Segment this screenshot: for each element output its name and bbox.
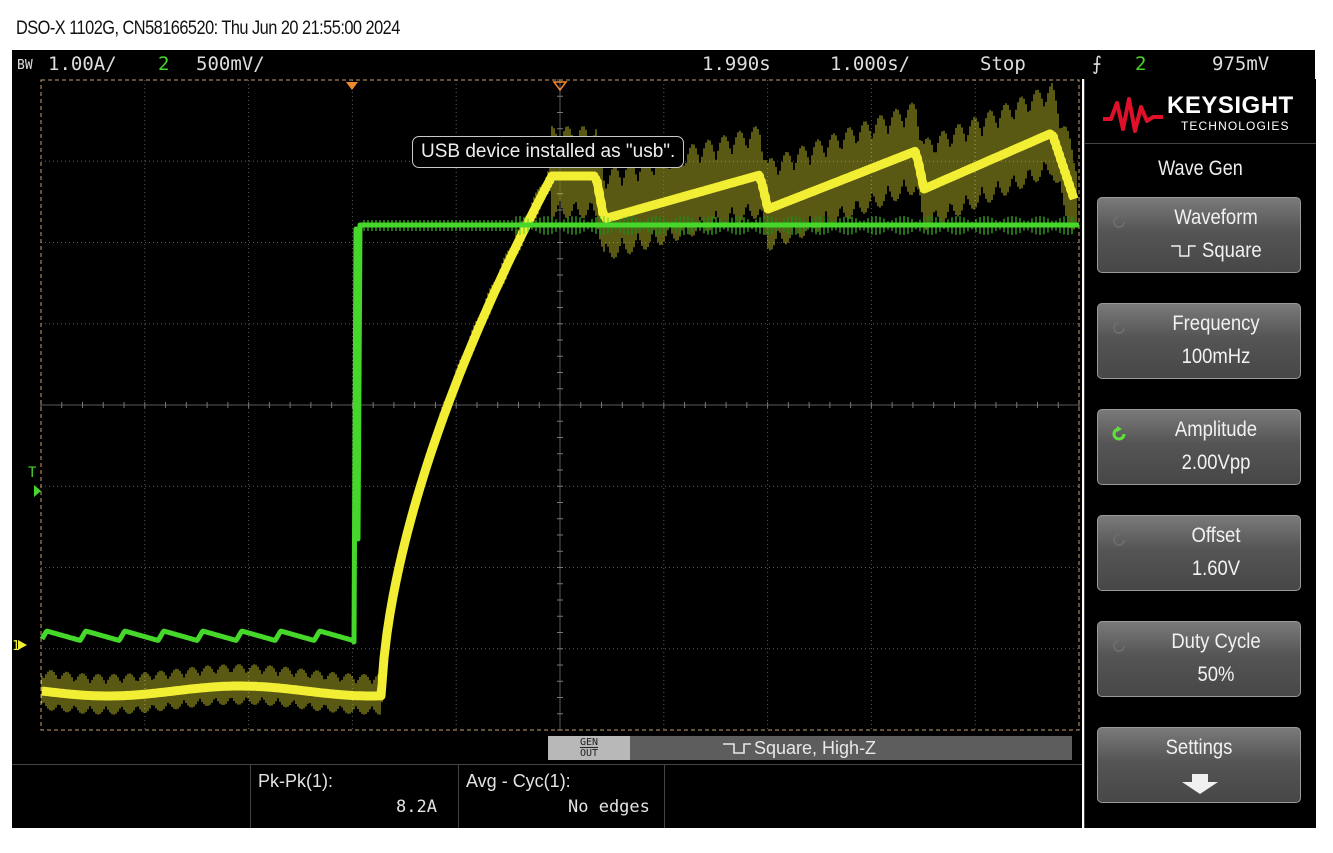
ch2-number[interactable]: 2 xyxy=(158,53,170,75)
waveform-display[interactable]: T 1 USB device installed as "usb". xyxy=(12,79,1082,734)
ch1-scale[interactable]: 1.00A/ xyxy=(48,53,117,75)
ch1-ground-marker xyxy=(18,640,27,650)
measurement-divider xyxy=(664,764,665,828)
softkey-label: Offset xyxy=(1191,524,1241,547)
gen-out-indicator: GEN OUT xyxy=(548,736,630,760)
gen-out-line1: GEN xyxy=(579,737,599,748)
entry-knob-icon xyxy=(1113,216,1125,228)
ch2-trace xyxy=(39,216,1079,645)
trigger-position-marker xyxy=(346,82,358,90)
time-delay[interactable]: 1.990s xyxy=(702,53,771,75)
status-bar: BW 1.00A/ 2 500mV/ 1.990s 1.000s/ Stop ⨍… xyxy=(12,50,1315,79)
wavegen-status-bar: Square, High-Z xyxy=(630,736,1072,760)
active-entry-knob-icon xyxy=(1112,426,1126,441)
softkey-amplitude[interactable]: Amplitude 2.00Vpp xyxy=(1097,409,1301,485)
keysight-wave-icon xyxy=(1103,97,1163,133)
keysight-logo: KEYSIGHT TECHNOLOGIES xyxy=(1097,89,1309,139)
trigger-level-label: T xyxy=(28,465,37,481)
square-wave-icon xyxy=(723,743,751,754)
run-state[interactable]: Stop xyxy=(980,53,1026,75)
softkey-value: 100mHz xyxy=(1181,345,1251,368)
softkey-settings[interactable]: Settings xyxy=(1097,727,1301,803)
softkey-frequency[interactable]: Frequency 100mHz xyxy=(1097,303,1301,379)
measurement-divider xyxy=(250,764,251,828)
time-reference-marker xyxy=(552,81,568,92)
softkey-waveform[interactable]: Waveform Square xyxy=(1097,197,1301,273)
softkey-label: Amplitude xyxy=(1174,418,1258,441)
waveform-graticule: T 1 xyxy=(12,79,1080,731)
trigger-level[interactable]: 975mV xyxy=(1212,53,1270,75)
ch1-ground-label: 1 xyxy=(12,639,20,654)
panel-separator xyxy=(1085,143,1316,144)
waveform-value: Square xyxy=(1202,239,1262,262)
entry-knob-icon xyxy=(1113,640,1125,652)
softkey-label: Settings xyxy=(1165,736,1233,759)
trigger-source[interactable]: 2 xyxy=(1135,53,1147,75)
softkey-value: 2.00Vpp xyxy=(1181,451,1251,474)
square-wave-icon xyxy=(1171,245,1196,258)
wavegen-status: Square, High-Z xyxy=(754,738,877,758)
softkey-value: 50% xyxy=(1197,663,1235,686)
bottom-info-area: GEN OUT Square, High-Z Pk-Pk(1): 8.2A Av… xyxy=(12,734,1082,828)
arrow-down-icon xyxy=(1182,774,1218,794)
softkey-label: Waveform xyxy=(1174,206,1258,229)
menu-title: Wave Gen xyxy=(1158,157,1243,180)
measurement-value: No edges xyxy=(568,797,650,817)
softkey-value: 1.60V xyxy=(1191,557,1241,580)
measurement-separator xyxy=(12,764,1082,765)
measurement-label: Avg - Cyc(1): xyxy=(466,771,571,791)
time-scale[interactable]: 1.000s/ xyxy=(830,53,911,75)
brand-name: KEYSIGHT xyxy=(1167,92,1294,119)
gen-out-line2: OUT xyxy=(579,748,599,759)
usb-notification: USB device installed as "usb". xyxy=(412,136,685,168)
softkey-label: Duty Cycle xyxy=(1171,630,1261,653)
softkey-duty-cycle[interactable]: Duty Cycle 50% xyxy=(1097,621,1301,697)
trigger-level-marker xyxy=(34,485,41,497)
trigger-edge-icon: ⨍ xyxy=(1092,53,1102,75)
softkey-offset[interactable]: Offset 1.60V xyxy=(1097,515,1301,591)
brand-subtitle: TECHNOLOGIES xyxy=(1181,119,1290,133)
ch2-scale[interactable]: 500mV/ xyxy=(196,53,265,75)
softkey-value: Square xyxy=(1147,239,1284,263)
display-border xyxy=(40,79,1080,731)
entry-knob-icon xyxy=(1113,534,1125,546)
measurement-divider xyxy=(458,764,459,828)
measurement-label: Pk-Pk(1): xyxy=(258,771,334,791)
softkey-panel: KEYSIGHT TECHNOLOGIES Wave Gen Waveform … xyxy=(1084,79,1316,828)
softkey-label: Frequency xyxy=(1172,312,1260,335)
entry-knob-icon xyxy=(1113,322,1125,334)
bandwidth-limit-indicator: BW xyxy=(17,58,33,73)
measurement-value: 8.2A xyxy=(396,797,437,817)
window-title: DSO-X 1102G, CN58166520: Thu Jun 20 21:5… xyxy=(16,18,400,39)
ch1-trace xyxy=(40,83,1079,715)
